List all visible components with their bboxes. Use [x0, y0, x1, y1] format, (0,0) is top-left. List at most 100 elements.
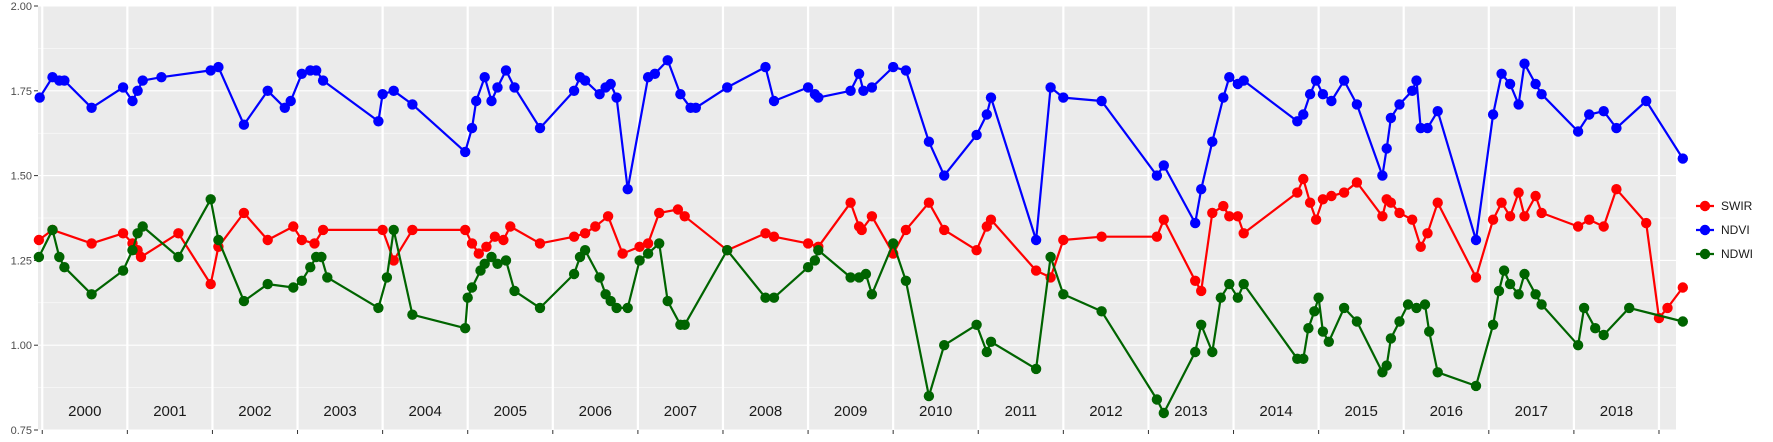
data-point-ndvi	[1304, 89, 1316, 100]
data-point-swir	[760, 228, 771, 239]
data-point-swir	[923, 197, 935, 208]
data-point-ndwi	[866, 289, 878, 300]
data-point-ndvi	[1377, 170, 1388, 181]
legend-label: NDVI	[1721, 223, 1750, 237]
data-point-swir	[1598, 221, 1609, 232]
data-point-ndwi	[1238, 278, 1249, 290]
data-point-ndvi	[1351, 99, 1363, 110]
series-ndwi	[33, 194, 1689, 419]
legend-key-point	[1699, 248, 1711, 260]
data-point-swir	[1470, 272, 1482, 283]
data-point-ndwi	[1498, 265, 1510, 276]
data-point-ndvi	[1045, 82, 1056, 93]
data-point-ndwi	[47, 224, 58, 236]
data-point-ndwi	[1385, 333, 1397, 344]
data-point-swir	[1407, 214, 1418, 225]
data-point-ndvi	[858, 85, 869, 97]
data-point-ndwi	[768, 292, 780, 303]
data-point-ndwi	[1572, 340, 1584, 351]
data-point-ndwi	[1190, 346, 1201, 358]
series-group	[33, 55, 1689, 419]
data-point-ndwi	[1411, 302, 1422, 314]
data-point-swir	[1572, 221, 1584, 232]
data-point-ndwi	[622, 302, 633, 314]
year-label: 2006	[579, 403, 612, 420]
data-point-ndwi	[809, 255, 821, 266]
data-point-ndvi	[690, 102, 701, 114]
legend: SWIR NDVI NDWI	[1696, 199, 1753, 261]
data-point-ndwi	[654, 238, 665, 249]
data-point-ndvi	[568, 85, 580, 97]
data-point-swir	[317, 224, 329, 236]
data-point-ndwi	[605, 295, 616, 307]
data-point-ndwi	[579, 245, 591, 256]
data-point-ndvi	[1190, 217, 1201, 229]
data-point-ndvi	[86, 102, 97, 114]
data-point-swir	[634, 241, 645, 252]
data-point-swir	[1422, 228, 1433, 239]
data-point-ndvi	[1677, 153, 1689, 164]
year-label: 2001	[153, 403, 186, 420]
data-point-swir	[309, 238, 320, 249]
data-point-swir	[590, 221, 601, 232]
data-point-ndvi	[1496, 68, 1507, 80]
data-point-ndwi	[760, 292, 771, 303]
data-point-ndwi	[460, 323, 471, 334]
data-point-ndvi	[296, 68, 307, 80]
year-label: 2011	[1005, 403, 1037, 420]
data-point-ndvi	[923, 136, 935, 147]
data-point-ndwi	[381, 272, 393, 283]
data-point-swir	[238, 207, 250, 219]
data-point-ndwi	[594, 272, 605, 283]
data-point-ndwi	[1196, 319, 1207, 330]
data-point-ndvi	[262, 85, 273, 97]
data-point-ndvi	[760, 61, 771, 73]
data-point-ndvi	[492, 82, 503, 93]
data-point-swir	[1611, 184, 1622, 195]
data-point-ndvi	[156, 72, 167, 83]
year-label: 2007	[664, 403, 697, 420]
data-point-ndwi	[322, 272, 333, 283]
data-point-swir	[1385, 197, 1397, 208]
data-point-ndvi	[802, 82, 814, 93]
data-point-swir	[1218, 200, 1229, 212]
data-point-ndwi	[86, 289, 97, 300]
year-label: 2018	[1600, 403, 1633, 420]
data-point-ndwi	[568, 268, 580, 280]
data-point-ndwi	[127, 245, 138, 256]
year-label: 2003	[323, 403, 356, 420]
data-point-swir	[900, 224, 912, 236]
data-point-swir	[1513, 187, 1524, 198]
data-point-swir	[1641, 217, 1652, 229]
data-point-swir	[672, 204, 684, 215]
year-label: 2014	[1259, 403, 1292, 420]
data-point-swir	[1677, 282, 1689, 293]
data-point-ndwi	[1513, 289, 1524, 300]
data-point-ndwi	[238, 295, 250, 307]
year-label: 2016	[1430, 403, 1463, 420]
data-point-swir	[505, 221, 516, 232]
data-point-ndvi	[1151, 170, 1163, 181]
data-point-ndwi	[117, 265, 129, 276]
data-point-swir	[1096, 231, 1107, 242]
data-point-ndvi	[981, 109, 992, 120]
data-point-ndvi	[594, 89, 605, 100]
data-point-swir	[1394, 207, 1405, 219]
data-point-swir	[1584, 214, 1595, 225]
data-point-ndwi	[888, 238, 899, 249]
data-point-ndwi	[486, 251, 497, 263]
data-point-ndwi	[1536, 299, 1547, 310]
data-point-swir	[388, 255, 399, 266]
data-point-ndwi	[173, 251, 184, 263]
data-point-ndvi	[127, 95, 138, 107]
year-label: 2008	[749, 403, 782, 420]
data-point-ndvi	[534, 122, 546, 134]
data-point-ndvi	[813, 92, 824, 103]
data-point-ndvi	[622, 184, 633, 195]
data-point-swir	[1310, 214, 1322, 225]
data-point-swir	[679, 211, 690, 222]
data-point-ndwi	[59, 262, 70, 273]
data-point-swir	[117, 228, 129, 239]
data-point-ndwi	[1317, 326, 1329, 337]
data-point-swir	[407, 224, 418, 236]
